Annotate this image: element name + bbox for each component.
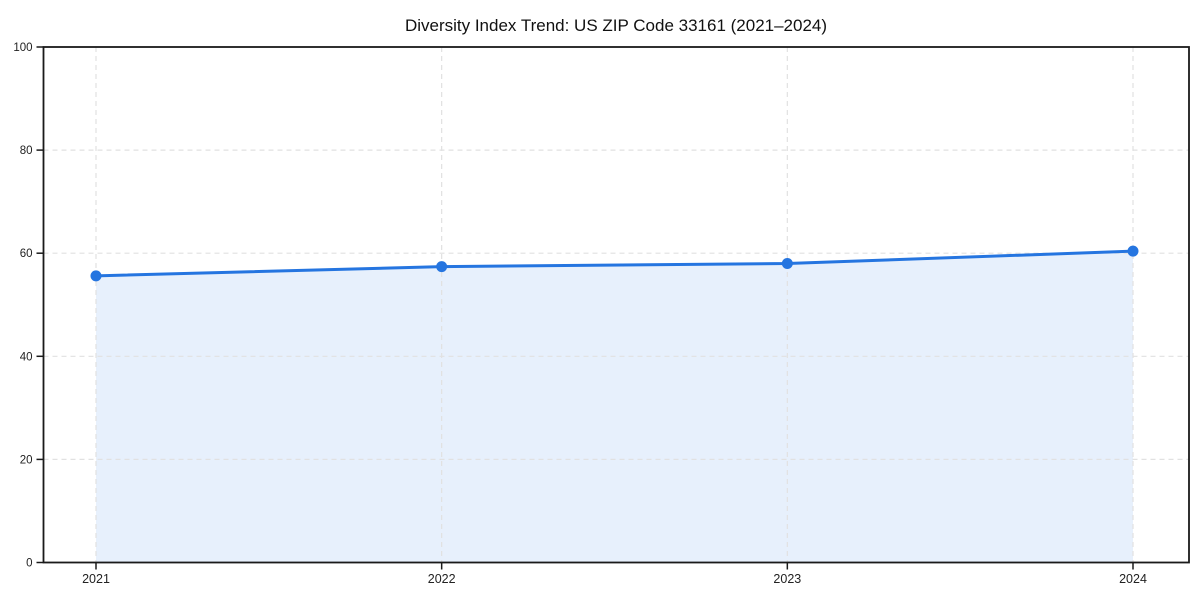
plot-border [42, 46, 1190, 564]
x-tick-label-2021: 2021 [82, 572, 110, 586]
data-point-2023 [781, 258, 793, 270]
y-tick-label-100: 100 [13, 42, 32, 54]
x-tick-label-2022: 2022 [428, 572, 456, 586]
axes-layer [36, 46, 1190, 570]
area-fill [96, 251, 1133, 563]
tick-labels-layer: 0 20 40 60 80 100 2021 2022 2023 2024 [13, 42, 1147, 586]
y-tick-label-60: 60 [20, 248, 33, 260]
y-tick-label-40: 40 [20, 351, 33, 363]
x-tick-label-2024: 2024 [1119, 572, 1147, 586]
x-tick-label-2023: 2023 [773, 572, 801, 586]
data-point-2024 [1127, 245, 1139, 257]
chart-title: Diversity Index Trend: US ZIP Code 33161… [405, 16, 827, 35]
y-tick-label-0: 0 [26, 558, 32, 570]
data-point-2021 [90, 270, 102, 282]
y-tick-label-20: 20 [20, 454, 33, 466]
data-point-2022 [436, 261, 448, 273]
area-fill-layer [96, 251, 1133, 563]
trend-line [94, 249, 1135, 278]
y-tick-label-80: 80 [20, 145, 33, 157]
trend-line-layer [90, 245, 1139, 282]
